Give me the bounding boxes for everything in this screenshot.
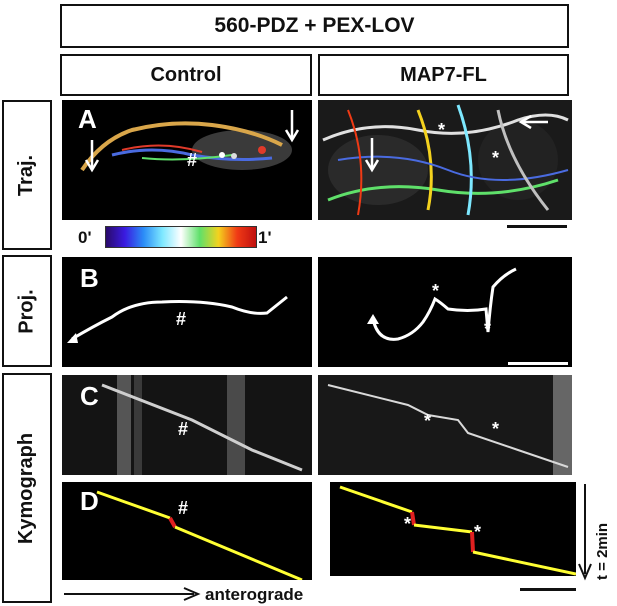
colorbar-start-label: 0' xyxy=(78,228,92,247)
panel-letter-a: A xyxy=(78,104,97,134)
hash-marker-d: # xyxy=(178,498,189,518)
anterograde-arrow-icon xyxy=(64,587,201,601)
kymograph-trace-map7 xyxy=(339,485,576,576)
panel-a-control: A # xyxy=(62,100,312,220)
trajectory-image-map7 xyxy=(322,104,569,216)
figure-title: 560-PDZ + PEX-LOV xyxy=(60,4,569,48)
star-marker-a2: * xyxy=(492,148,500,168)
scale-bar-d xyxy=(520,588,576,591)
row-label-traj: Traj. xyxy=(2,100,52,250)
panel-letter-d: D xyxy=(80,486,99,516)
star-marker-d2: * xyxy=(474,522,482,542)
colorbar-end-label: 1' xyxy=(258,228,272,247)
kymograph-map7 xyxy=(327,375,572,475)
panel-b-control: B # xyxy=(62,257,312,367)
trajectory-image-control xyxy=(80,110,300,173)
panel-c-control: C # xyxy=(62,375,312,475)
anterograde-label: anterograde xyxy=(205,585,304,604)
projection-map7 xyxy=(367,267,517,341)
hash-marker-b: # xyxy=(176,309,187,329)
panel-c-map7: * * xyxy=(318,375,572,475)
kymograph-control xyxy=(101,375,303,475)
time-label: t = 2min xyxy=(594,522,611,580)
row-label-proj: Proj. xyxy=(2,255,52,367)
star-marker-b1: * xyxy=(432,281,440,301)
condition-map7-label: MAP7-FL xyxy=(318,54,569,96)
panel-b-map7: * * xyxy=(318,257,572,367)
star-marker-a1: * xyxy=(438,120,446,140)
scale-bar-a xyxy=(507,225,567,228)
hash-marker-c: # xyxy=(178,419,189,439)
star-marker-c2: * xyxy=(492,419,500,439)
star-marker-b2: * xyxy=(484,319,492,339)
projection-control xyxy=(67,295,288,343)
hash-marker-a: # xyxy=(187,150,198,170)
panel-a-map7: * * xyxy=(318,100,572,220)
panel-d-map7: * * xyxy=(330,482,576,576)
condition-control-label: Control xyxy=(60,54,312,96)
time-arrow-icon xyxy=(578,484,592,581)
kymograph-trace-control xyxy=(96,490,303,580)
star-marker-d1: * xyxy=(404,514,412,534)
panel-letter-b: B xyxy=(80,263,99,293)
panel-d-control: D # xyxy=(62,482,312,580)
scale-bar-b xyxy=(508,362,568,365)
row-label-kymograph: Kymograph xyxy=(2,373,52,603)
time-colorbar xyxy=(105,226,257,248)
star-marker-c1: * xyxy=(424,411,432,431)
panel-letter-c: C xyxy=(80,381,99,411)
